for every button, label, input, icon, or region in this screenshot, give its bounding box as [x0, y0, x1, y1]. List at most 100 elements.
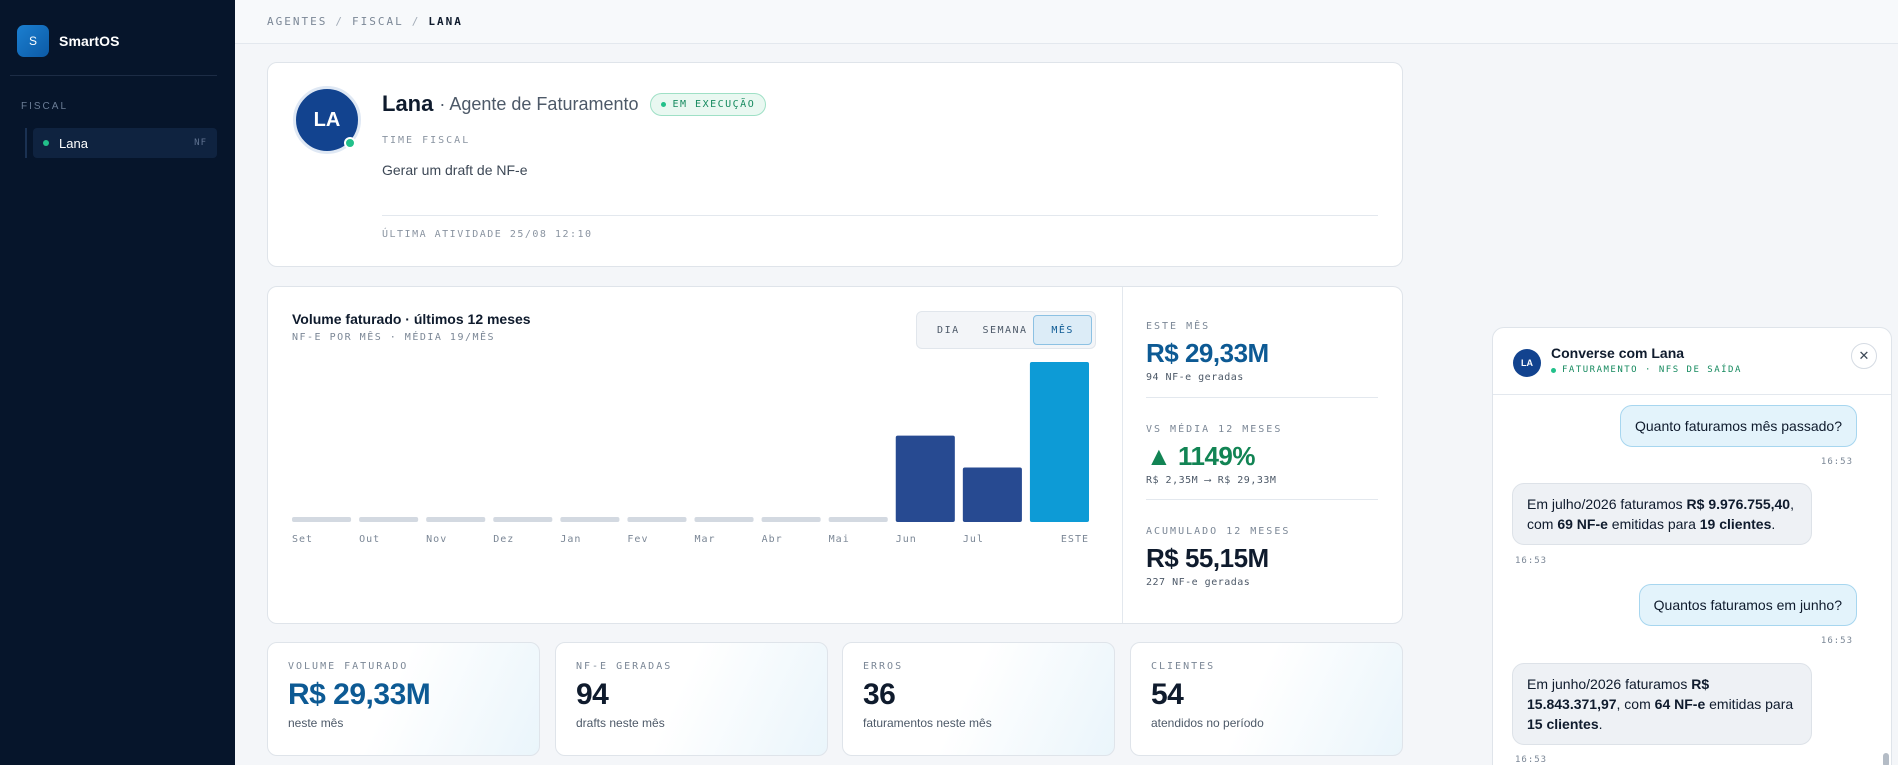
volume-bar-chart: Set Out Nov Dez Jan Fev Mar Abr Mai Jun Jul ESTE [292, 362, 1089, 545]
bar-jul[interactable] [962, 467, 1022, 522]
sidebar-section-label: FISCAL [21, 101, 69, 112]
kpi-sub: neste mês [288, 716, 344, 730]
close-icon[interactable]: ✕ [1851, 343, 1877, 369]
bar-fev[interactable] [627, 517, 687, 522]
agent-divider [382, 215, 1378, 216]
stat-label: VS MÉDIA 12 MESES [1146, 424, 1283, 435]
sidebar: S SmartOS FISCAL Lana NF [0, 0, 235, 765]
chart-title: Volume faturado · últimos 12 meses [292, 311, 531, 327]
stat-vs-media: VS MÉDIA 12 MESES ▲ 1149% R$ 2,35M ⟶ R$ … [1146, 424, 1378, 486]
x-tick-label: Dez [493, 534, 514, 545]
stat-sub: R$ 2,35M ⟶ R$ 29,33M [1146, 475, 1277, 486]
kpi-label: NF-E GERADAS [576, 661, 673, 672]
message-timestamp: 16:53 [1820, 636, 1853, 646]
stat-label: ACUMULADO 12 MESES [1146, 526, 1291, 537]
chat-message-user: Quantos faturamos em junho? [1638, 584, 1857, 626]
topbar: AGENTES / FISCAL / LANA [235, 0, 1898, 44]
x-tick-label: Fev [627, 534, 648, 545]
range-dia-button[interactable]: DIA [937, 324, 960, 336]
brand-logo: S [17, 25, 49, 57]
breadcrumb-fiscal[interactable]: FISCAL [351, 15, 404, 28]
kpi-value: 94 [576, 678, 609, 711]
agent-card: LA Lana · Agente de Faturamento EM EXECU… [267, 62, 1403, 267]
breadcrumb-current: LANA [428, 15, 463, 28]
bar-dez[interactable] [493, 517, 553, 522]
kpi-sub: faturamentos neste mês [863, 716, 992, 730]
chat-avatar: LA [1513, 349, 1541, 377]
brand[interactable]: S SmartOS [17, 25, 120, 57]
kpi-value: 54 [1151, 678, 1184, 711]
chart-divider [1122, 287, 1123, 623]
chat-header: LA Converse com Lana FATURAMENTO · NFS D… [1493, 328, 1891, 395]
bar-este[interactable] [1029, 362, 1089, 522]
kpi-sub: atendidos no período [1151, 716, 1264, 730]
status-badge: EM EXECUÇÃO [650, 92, 767, 116]
bar-jan[interactable] [560, 517, 620, 522]
kpi-nfe-geradas: NF-E GERADAS 94 drafts neste mês [555, 642, 828, 756]
bar-abr[interactable] [761, 517, 821, 522]
kpi-sub: drafts neste mês [576, 716, 665, 730]
chat-panel: LA Converse com Lana FATURAMENTO · NFS D… [1492, 327, 1892, 765]
x-tick-label: ESTE [1061, 534, 1089, 545]
online-dot-icon [1551, 367, 1556, 373]
bar-mar[interactable] [694, 517, 754, 522]
stat-value: R$ 29,33M [1146, 338, 1269, 368]
chart-subtitle: NF-E POR MÊS · MÉDIA 19/MÊS [292, 332, 496, 343]
agent-description: Gerar um draft de NF-e [382, 162, 528, 178]
x-tick-label: Set [292, 534, 313, 545]
stat-value: R$ 55,15M [1146, 543, 1269, 573]
agent-last-activity: ÚLTIMA ATIVIDADE 25/08 12:10 [382, 229, 593, 240]
kpi-clientes: CLIENTES 54 atendidos no período [1130, 642, 1403, 756]
bar-out[interactable] [359, 517, 419, 522]
message-timestamp: 16:53 [1515, 755, 1548, 765]
bar-set[interactable] [292, 517, 352, 522]
range-mes-button[interactable]: MÊS [1033, 315, 1093, 345]
x-tick-label: Abr [762, 534, 783, 545]
volume-chart-card: Volume faturado · últimos 12 meses NF-E … [267, 286, 1403, 624]
agent-avatar: LA [293, 86, 361, 154]
sidebar-item-badge: NF [194, 138, 207, 148]
bar-nov[interactable] [426, 517, 486, 522]
sidebar-item-lana[interactable]: Lana NF [33, 128, 217, 158]
agent-team: TIME FISCAL [382, 135, 471, 146]
x-tick-label: Jan [560, 534, 581, 545]
agent-name: Lana [382, 91, 434, 116]
x-tick-label: Jul [963, 534, 984, 545]
x-tick-label: Mai [829, 534, 850, 545]
kpi-value: R$ 29,33M [288, 678, 431, 711]
message-timestamp: 16:53 [1820, 457, 1853, 467]
chat-message-bot: Em junho/2026 faturamos R$ 15.843.371,97… [1512, 663, 1812, 745]
online-status-dot [43, 140, 49, 146]
stat-divider [1146, 499, 1378, 500]
x-tick-label: Jun [896, 534, 917, 545]
agent-title: Lana · Agente de Faturamento EM EXECUÇÃO [382, 91, 767, 117]
sidebar-indent-line [25, 128, 27, 158]
agent-role: · Agente de Faturamento [439, 93, 639, 114]
bar-jun[interactable] [895, 435, 955, 522]
stat-value: ▲ 1149% [1146, 441, 1255, 471]
stat-sub: 94 NF-e geradas [1146, 372, 1244, 383]
chat-message-user: Quanto faturamos mês passado? [1619, 405, 1857, 447]
kpi-value: 36 [863, 678, 896, 711]
x-tick-label: Out [359, 534, 380, 545]
range-semana-button[interactable]: SEMANA [982, 324, 1028, 336]
kpi-volume-faturado: VOLUME FATURADO R$ 29,33M neste mês [267, 642, 540, 756]
agent-online-dot [344, 137, 356, 149]
stat-acumulado: ACUMULADO 12 MESES R$ 55,15M 227 NF-e ge… [1146, 526, 1378, 588]
message-timestamp: 16:53 [1515, 556, 1548, 566]
stat-label: ESTE MÊS [1146, 321, 1211, 332]
status-dot-icon [661, 101, 667, 107]
bar-mai[interactable] [828, 517, 888, 522]
kpi-label: VOLUME FATURADO [288, 661, 409, 672]
chat-message-bot: Em julho/2026 faturamos R$ 9.976.755,40,… [1512, 483, 1812, 545]
x-tick-label: Nov [426, 534, 447, 545]
kpi-erros: ERROS 36 faturamentos neste mês [842, 642, 1115, 756]
breadcrumb: AGENTES / FISCAL / LANA [267, 15, 463, 28]
sidebar-divider [10, 75, 217, 76]
stat-divider [1146, 397, 1378, 398]
sidebar-item-label: Lana [59, 135, 88, 151]
breadcrumb-agentes[interactable]: AGENTES [267, 15, 328, 28]
x-tick-label: Mar [695, 534, 716, 545]
stat-sub: 227 NF-e geradas [1146, 577, 1251, 588]
chat-scrollbar[interactable] [1883, 753, 1889, 765]
